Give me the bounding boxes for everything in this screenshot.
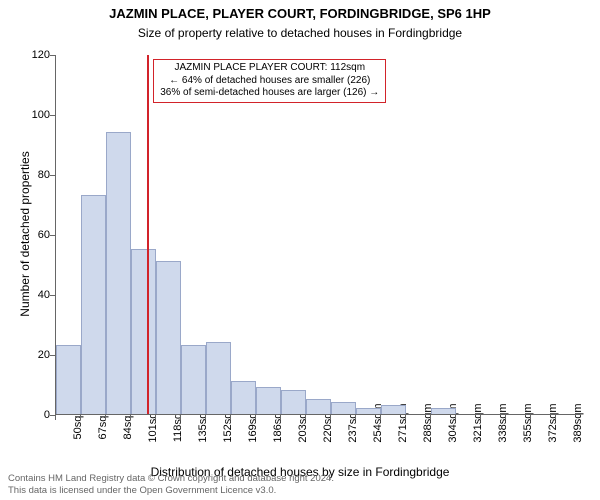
footer: Contains HM Land Registry data © Crown c…: [8, 473, 592, 496]
histogram-bar: [181, 345, 206, 414]
x-tick-mark: [280, 415, 281, 420]
x-tick-mark: [205, 415, 206, 420]
y-tick-label: 0: [20, 409, 50, 421]
histogram-bar: [381, 405, 406, 414]
x-tick-mark: [380, 415, 381, 420]
y-tick-label: 80: [20, 169, 50, 181]
callout-line3: 36% of semi-detached houses are larger (…: [160, 87, 379, 100]
x-tick-mark: [355, 415, 356, 420]
x-tick-mark: [480, 415, 481, 420]
x-tick-mark: [505, 415, 506, 420]
histogram-bar: [206, 342, 231, 414]
x-tick-mark: [255, 415, 256, 420]
x-tick-mark: [230, 415, 231, 420]
histogram-bar: [256, 387, 281, 414]
x-tick-mark: [80, 415, 81, 420]
histogram-bar: [356, 408, 381, 414]
x-tick-mark: [130, 415, 131, 420]
y-tick-label: 100: [20, 109, 50, 121]
y-tick-label: 60: [20, 229, 50, 241]
histogram-bar: [431, 408, 456, 414]
x-tick-mark: [530, 415, 531, 420]
histogram-bar: [306, 399, 331, 414]
x-tick-mark: [180, 415, 181, 420]
chart-container: JAZMIN PLACE, PLAYER COURT, FORDINGBRIDG…: [0, 0, 600, 500]
x-tick-mark: [305, 415, 306, 420]
histogram-bar: [331, 402, 356, 414]
x-tick-mark: [455, 415, 456, 420]
callout-box: JAZMIN PLACE PLAYER COURT: 112sqm ← 64% …: [153, 59, 386, 103]
chart-title: JAZMIN PLACE, PLAYER COURT, FORDINGBRIDG…: [0, 6, 600, 21]
x-tick-mark: [55, 415, 56, 420]
callout-line1: JAZMIN PLACE PLAYER COURT: 112sqm: [160, 62, 379, 75]
x-tick-mark: [155, 415, 156, 420]
x-tick-mark: [555, 415, 556, 420]
histogram-bar: [231, 381, 256, 414]
histogram-bar: [131, 249, 156, 414]
histogram-bar: [81, 195, 106, 414]
x-tick-mark: [405, 415, 406, 420]
callout-line2: ← 64% of detached houses are smaller (22…: [160, 75, 379, 88]
y-tick-label: 120: [20, 49, 50, 61]
histogram-bar: [281, 390, 306, 414]
footer-line1: Contains HM Land Registry data © Crown c…: [8, 473, 592, 484]
histogram-bar: [56, 345, 81, 414]
chart-subtitle: Size of property relative to detached ho…: [0, 26, 600, 40]
histogram-bar: [106, 132, 131, 414]
property-marker-line: [147, 55, 149, 414]
y-tick-label: 40: [20, 289, 50, 301]
x-tick-mark: [330, 415, 331, 420]
plot-area: JAZMIN PLACE PLAYER COURT: 112sqm ← 64% …: [55, 55, 580, 415]
histogram-bar: [156, 261, 181, 414]
footer-line2: This data is licensed under the Open Gov…: [8, 485, 592, 496]
y-tick-label: 20: [20, 349, 50, 361]
x-tick-mark: [105, 415, 106, 420]
x-tick-mark: [430, 415, 431, 420]
